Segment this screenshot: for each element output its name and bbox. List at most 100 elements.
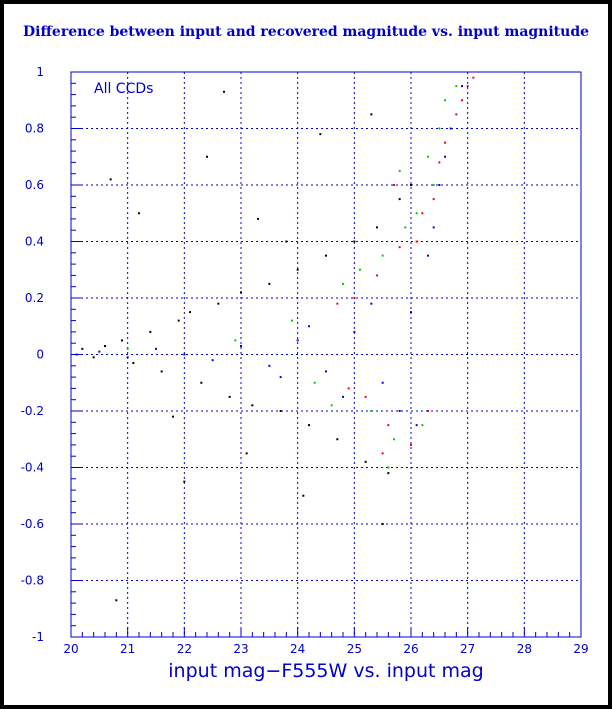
data-point bbox=[183, 480, 186, 483]
data-point bbox=[393, 184, 395, 186]
data-point bbox=[183, 353, 186, 356]
data-point bbox=[104, 345, 106, 348]
data-point bbox=[308, 424, 310, 427]
data-point bbox=[206, 155, 208, 158]
data-point bbox=[268, 364, 271, 367]
data-point bbox=[370, 302, 373, 305]
data-point bbox=[364, 460, 367, 463]
data-point bbox=[381, 381, 384, 384]
data-point bbox=[319, 133, 322, 136]
data-point bbox=[444, 141, 446, 144]
data-point bbox=[415, 424, 418, 427]
chart-annotation: All CCDs bbox=[94, 81, 153, 97]
data-point bbox=[302, 494, 305, 497]
data-point bbox=[228, 395, 231, 398]
data-point bbox=[98, 350, 101, 353]
x-tick-label: 24 bbox=[290, 642, 305, 656]
data-point bbox=[296, 268, 299, 271]
data-point bbox=[432, 184, 435, 186]
grid-lines bbox=[70, 71, 582, 638]
data-point bbox=[330, 404, 333, 407]
data-point bbox=[325, 370, 327, 373]
data-point bbox=[160, 370, 163, 373]
data-point bbox=[172, 415, 174, 418]
data-point bbox=[268, 282, 271, 285]
data-point bbox=[410, 443, 412, 446]
data-point bbox=[387, 466, 390, 469]
data-point bbox=[438, 184, 441, 186]
data-point bbox=[370, 113, 373, 116]
data-point bbox=[381, 452, 384, 455]
data-point bbox=[121, 339, 123, 342]
data-point bbox=[427, 254, 429, 257]
data-point bbox=[342, 395, 344, 398]
data-point bbox=[370, 410, 373, 412]
y-tick-label: -0.2 bbox=[21, 404, 44, 418]
chart-title: Difference between input and recovered m… bbox=[22, 24, 590, 40]
data-point bbox=[353, 240, 356, 243]
data-point bbox=[444, 99, 446, 102]
axis-ticks bbox=[70, 71, 582, 638]
data-point bbox=[393, 438, 395, 441]
y-tick-label: 0.8 bbox=[25, 122, 44, 136]
y-tick-label: 0.6 bbox=[25, 178, 44, 192]
x-tick-label: 26 bbox=[403, 642, 418, 656]
data-point bbox=[444, 155, 446, 158]
data-point bbox=[342, 282, 344, 285]
data-point bbox=[81, 347, 84, 350]
y-tick-label: -1 bbox=[32, 630, 44, 644]
x-tick-label: 27 bbox=[460, 642, 475, 656]
data-point bbox=[149, 330, 152, 333]
data-point bbox=[398, 246, 401, 249]
data-point bbox=[92, 356, 95, 359]
data-point bbox=[217, 302, 220, 305]
data-point bbox=[387, 472, 390, 475]
data-point bbox=[115, 599, 118, 602]
data-point bbox=[155, 347, 157, 350]
data-point bbox=[211, 359, 214, 362]
data-point bbox=[200, 381, 203, 384]
data-point bbox=[353, 330, 356, 333]
data-point bbox=[313, 381, 316, 384]
y-tick-label: 0.2 bbox=[25, 291, 44, 305]
y-tick-label: 0 bbox=[36, 348, 44, 362]
data-point bbox=[415, 212, 418, 215]
data-point bbox=[138, 212, 140, 215]
data-point bbox=[455, 113, 458, 116]
data-point bbox=[381, 254, 384, 257]
data-point bbox=[427, 155, 429, 158]
x-tick-label: 22 bbox=[177, 642, 192, 656]
data-point bbox=[189, 311, 191, 314]
data-point bbox=[240, 345, 242, 348]
x-tick-label: 25 bbox=[347, 642, 362, 656]
data-point bbox=[308, 325, 310, 328]
data-point bbox=[364, 395, 367, 398]
data-point bbox=[455, 85, 458, 88]
data-point bbox=[432, 198, 435, 201]
x-tick-label: 23 bbox=[233, 642, 248, 656]
data-point bbox=[359, 268, 361, 271]
data-point bbox=[398, 198, 401, 201]
x-tick-label: 21 bbox=[120, 642, 135, 656]
y-tick-label: -0.8 bbox=[21, 574, 44, 588]
data-points bbox=[75, 76, 475, 602]
data-point bbox=[472, 76, 475, 79]
data-point bbox=[376, 226, 378, 229]
x-tick-label: 20 bbox=[63, 642, 78, 656]
data-point bbox=[126, 347, 129, 350]
data-point bbox=[347, 387, 350, 390]
data-point bbox=[126, 356, 129, 359]
data-point bbox=[234, 339, 237, 342]
x-tick-labels: 20 21 22 23 24 25 26 27 28 29 bbox=[63, 642, 588, 656]
data-point bbox=[427, 410, 429, 412]
y-tick-label: 0.4 bbox=[25, 235, 44, 249]
y-tick-labels: -1 -0.8 -0.6 -0.4 -0.2 0 0.2 0.4 0.6 0.8 1 bbox=[21, 65, 44, 644]
data-point bbox=[438, 127, 441, 130]
data-point bbox=[432, 226, 435, 229]
data-point bbox=[245, 452, 248, 455]
data-point bbox=[353, 297, 356, 299]
data-point bbox=[279, 376, 282, 379]
data-point bbox=[381, 523, 384, 525]
data-point bbox=[132, 361, 135, 364]
